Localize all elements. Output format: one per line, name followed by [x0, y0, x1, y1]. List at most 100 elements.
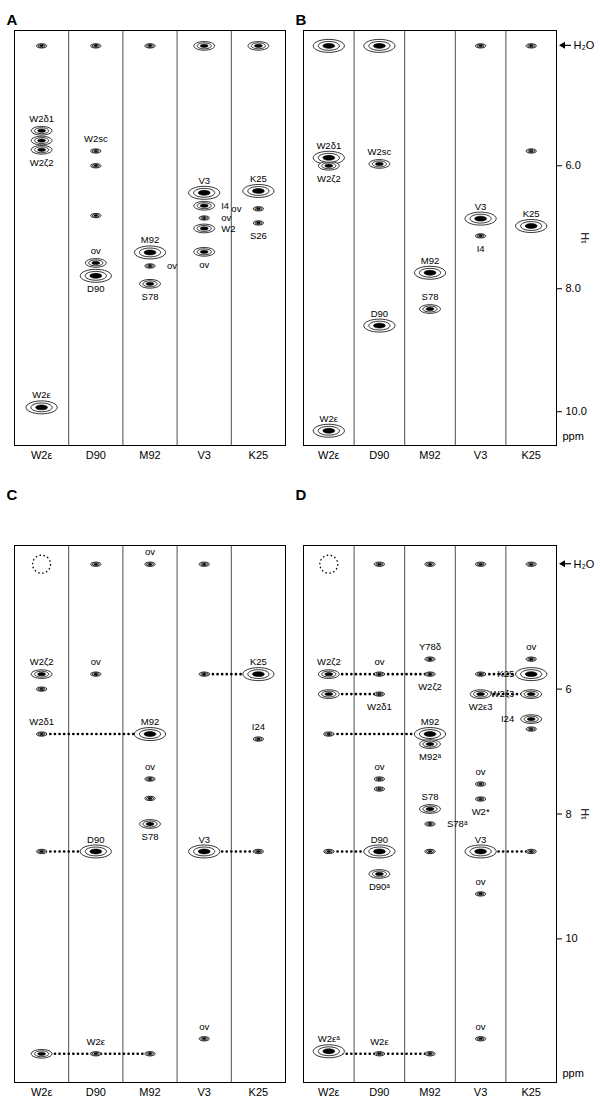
- svg-text:6.0: 6.0: [566, 159, 581, 171]
- svg-text:8: 8: [566, 808, 572, 820]
- svg-text:K25: K25: [249, 1086, 269, 1098]
- svg-text:S26: S26: [250, 230, 267, 241]
- svg-text:W2ε: W2ε: [32, 389, 51, 400]
- svg-text:V3: V3: [475, 834, 487, 845]
- svg-text:V3: V3: [197, 449, 210, 461]
- svg-text:ov: ov: [145, 546, 155, 557]
- svg-text:V3: V3: [475, 201, 487, 212]
- svg-text:K25: K25: [250, 173, 267, 184]
- svg-text:D90: D90: [86, 1086, 106, 1098]
- svg-text:D90: D90: [86, 449, 106, 461]
- svg-text:D90: D90: [371, 308, 388, 319]
- svg-text:V3: V3: [198, 175, 210, 186]
- svg-text:¹H: ¹H: [579, 232, 591, 244]
- svg-text:W2ε: W2ε: [318, 449, 340, 461]
- svg-text:ov: ov: [221, 212, 231, 223]
- svg-text:K25: K25: [249, 449, 269, 461]
- svg-text:M92: M92: [419, 449, 440, 461]
- svg-text:ov: ov: [91, 245, 101, 256]
- svg-text:ov: ov: [91, 656, 101, 667]
- svg-text:K25: K25: [250, 656, 267, 667]
- svg-text:W2ζ2: W2ζ2: [30, 157, 54, 168]
- svg-text:ov: ov: [476, 876, 486, 887]
- svg-text:D90: D90: [87, 283, 104, 294]
- svg-text:W2ζ2: W2ζ2: [317, 173, 341, 184]
- svg-text:ov: ov: [145, 761, 155, 772]
- svg-text:W2ζ2: W2ζ2: [418, 681, 442, 692]
- svg-text:W2ζ2: W2ζ2: [317, 656, 341, 667]
- svg-text:W2ε: W2ε: [318, 1086, 340, 1098]
- svg-text:W2sc: W2sc: [368, 146, 392, 157]
- svg-text:W2sc: W2sc: [84, 133, 108, 144]
- svg-text:W2ε3: W2ε3: [469, 701, 493, 712]
- svg-text:V3: V3: [474, 1086, 487, 1098]
- svg-text:M92ᵃ: M92ᵃ: [419, 751, 441, 762]
- svg-text:V3: V3: [197, 1086, 210, 1098]
- svg-text:W2εᵃ: W2εᵃ: [318, 1033, 340, 1044]
- svg-text:Y78δ: Y78δ: [419, 641, 441, 652]
- svg-text:M92: M92: [141, 716, 159, 727]
- svg-text:W2ε: W2ε: [370, 1036, 389, 1047]
- svg-text:K25: K25: [521, 1086, 541, 1098]
- svg-text:D90ᵃ: D90ᵃ: [369, 881, 390, 892]
- svg-text:ov: ov: [199, 1021, 209, 1032]
- svg-text:S78: S78: [422, 791, 439, 802]
- svg-text:W2ε: W2ε: [87, 1036, 106, 1047]
- svg-text:S78: S78: [142, 831, 159, 842]
- svg-text:V3: V3: [198, 834, 210, 845]
- svg-text:10.0: 10.0: [566, 405, 587, 417]
- svg-text:H₂O: H₂O: [574, 558, 595, 570]
- svg-text:S78ᵃ: S78ᵃ: [447, 818, 468, 829]
- svg-text:W2ζ2: W2ζ2: [30, 656, 54, 667]
- svg-text:D90: D90: [369, 449, 389, 461]
- svg-text:K25: K25: [521, 449, 541, 461]
- svg-text:I24: I24: [501, 713, 514, 724]
- svg-text:A: A: [7, 11, 18, 28]
- svg-text:¹H: ¹H: [579, 808, 591, 820]
- svg-text:M92: M92: [141, 234, 159, 245]
- svg-text:C: C: [7, 486, 18, 503]
- svg-text:D90: D90: [369, 1086, 389, 1098]
- svg-text:W2ε: W2ε: [31, 449, 53, 461]
- svg-text:W2*: W2*: [472, 806, 490, 817]
- svg-text:ov: ov: [167, 260, 177, 271]
- svg-text:M92: M92: [421, 716, 439, 727]
- svg-text:S78: S78: [142, 291, 159, 302]
- svg-text:M92: M92: [139, 1086, 160, 1098]
- svg-text:W2: W2: [221, 223, 235, 234]
- svg-text:ov: ov: [526, 641, 536, 652]
- svg-text:H₂O: H₂O: [574, 39, 595, 51]
- svg-text:ov: ov: [199, 259, 209, 270]
- svg-text:8.0: 8.0: [566, 282, 581, 294]
- svg-text:I24: I24: [252, 721, 265, 732]
- svg-text:I4: I4: [221, 200, 229, 211]
- svg-text:M92: M92: [421, 255, 439, 266]
- svg-text:D: D: [296, 486, 307, 503]
- svg-text:B: B: [296, 11, 307, 28]
- svg-text:6: 6: [566, 683, 572, 695]
- svg-text:M92: M92: [419, 1086, 440, 1098]
- svg-text:W2ε: W2ε: [320, 413, 339, 424]
- svg-text:D90: D90: [371, 834, 388, 845]
- svg-text:W2δ1: W2δ1: [29, 113, 54, 124]
- svg-text:ov: ov: [476, 1021, 486, 1032]
- svg-text:W2δ1: W2δ1: [316, 140, 341, 151]
- svg-text:W2ε: W2ε: [31, 1086, 53, 1098]
- svg-text:D90: D90: [87, 834, 104, 845]
- svg-text:W2ζ3: W2ζ3: [490, 688, 514, 699]
- svg-text:ov: ov: [374, 761, 384, 772]
- svg-text:K25: K25: [523, 208, 540, 219]
- svg-text:K25: K25: [497, 668, 514, 679]
- svg-text:ppm: ppm: [563, 1067, 584, 1079]
- svg-text:ppm: ppm: [563, 430, 584, 442]
- svg-text:S78: S78: [422, 291, 439, 302]
- svg-text:I4: I4: [477, 243, 485, 254]
- svg-text:ov: ov: [374, 656, 384, 667]
- svg-text:10: 10: [566, 932, 578, 944]
- svg-text:M92: M92: [139, 449, 160, 461]
- svg-text:V3: V3: [474, 449, 487, 461]
- svg-text:W2δ1: W2δ1: [367, 701, 392, 712]
- svg-text:W2δ1: W2δ1: [29, 716, 54, 727]
- svg-text:ov: ov: [231, 203, 241, 214]
- svg-text:ov: ov: [476, 766, 486, 777]
